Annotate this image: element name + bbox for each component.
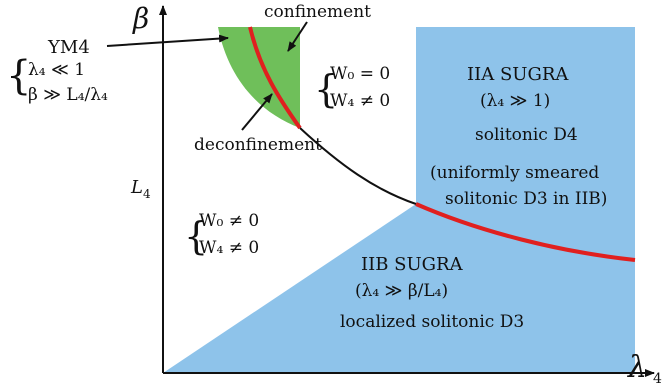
- ym4-brace: {: [6, 53, 31, 99]
- w0-zero-line1: W₀ = 0: [330, 64, 390, 84]
- iia-sugra-region: [416, 27, 635, 374]
- ym4-arrow: [106, 34, 229, 47]
- w0-nonzero-line2: W₄ ≠ 0: [199, 238, 259, 258]
- iia-description: solitonic D4: [475, 125, 578, 145]
- y-axis-tick-subscript: 4: [143, 187, 151, 201]
- x-axis-label: λ: [627, 350, 647, 383]
- iia-note-line2: solitonic D3 in IIB): [445, 189, 607, 209]
- ym4-title: YM4: [47, 37, 90, 58]
- iib-title: IIB SUGRA: [361, 254, 464, 275]
- transition-line-sugra: [415, 202, 636, 262]
- iia-note-line1: (uniformly smeared: [430, 163, 599, 183]
- iia-title: IIA SUGRA: [467, 64, 569, 85]
- ym4-condition-2: β ≫ L₄/λ₄: [28, 85, 108, 105]
- ym4-condition-1: λ₄ ≪ 1: [28, 60, 85, 80]
- deconfinement-label: deconfinement: [194, 135, 322, 155]
- w0-nonzero-brace: {: [184, 214, 208, 258]
- iib-condition: (λ₄ ≫ β/L₄): [355, 281, 448, 301]
- confinement-label: confinement: [264, 2, 371, 22]
- ym4-wedge-region: [218, 27, 300, 128]
- iib-sugra-region: [163, 204, 416, 373]
- iib-description: localized solitonic D3: [340, 312, 524, 332]
- confinement-arrow: [287, 21, 308, 52]
- w0-nonzero-line1: W₀ ≠ 0: [199, 211, 259, 231]
- y-axis-label: β: [132, 2, 149, 35]
- w0-zero-brace: {: [314, 67, 338, 111]
- x-axis-subscript: 4: [653, 371, 662, 383]
- phase-curve-black: [299, 127, 417, 205]
- w0-zero-line2: W₄ ≠ 0: [330, 91, 390, 111]
- transition-line-ym4: [248, 26, 302, 130]
- deconfinement-arrow: [241, 93, 273, 131]
- iia-condition: (λ₄ ≫ 1): [480, 91, 550, 111]
- y-axis-tick: L: [130, 177, 143, 198]
